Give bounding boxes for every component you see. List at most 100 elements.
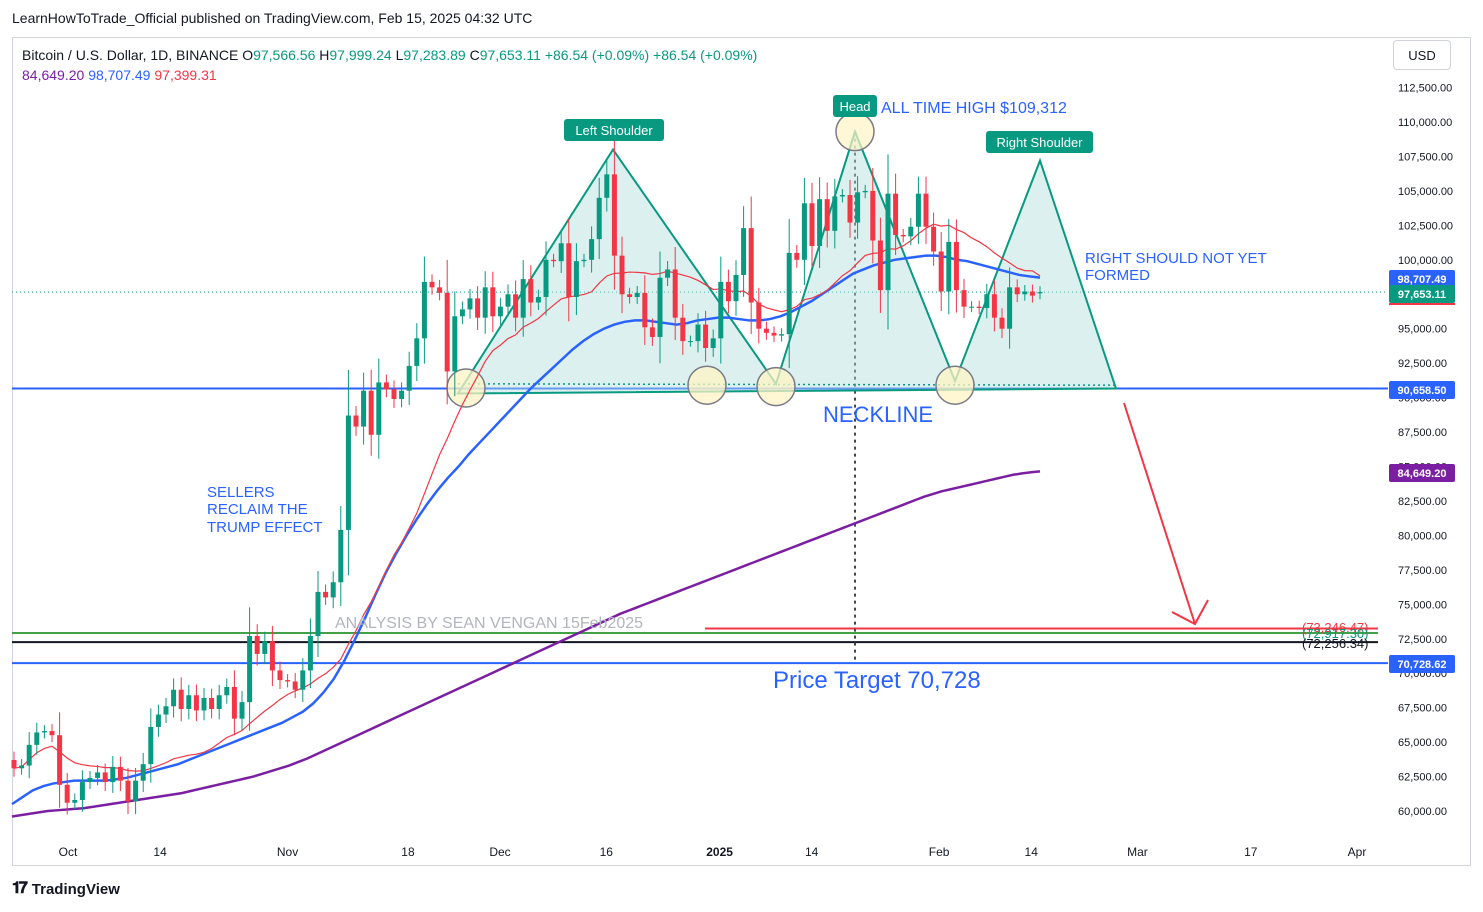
right-not-formed-line1: RIGHT SHOULD NOT YET	[1085, 250, 1267, 267]
y-tick-label: 105,000.00	[1398, 186, 1453, 198]
candle-body	[315, 591, 321, 636]
candle-body	[353, 415, 359, 427]
candle-body	[285, 680, 291, 682]
candle-body	[1007, 287, 1013, 329]
candle-body	[1037, 292, 1043, 294]
candle-body	[1014, 287, 1020, 295]
x-tick-label: Oct	[59, 845, 78, 859]
low-label: L	[395, 47, 404, 63]
y-tick-label: 65,000.00	[1398, 737, 1447, 749]
y-tick-label: 80,000.00	[1398, 530, 1447, 542]
candle-body	[429, 281, 435, 288]
candle-body	[79, 782, 85, 800]
x-tick-label: 14	[1025, 845, 1039, 859]
candle-body	[513, 294, 519, 318]
candle-body	[566, 243, 572, 298]
ath-label: ALL TIME HIGH $109,312	[881, 100, 1067, 117]
ma200-value: 84,649.20	[22, 67, 85, 83]
candle-body	[581, 259, 587, 262]
candle-body	[779, 334, 785, 336]
y-tick-label: 107,500.00	[1398, 151, 1453, 163]
candle-body	[399, 390, 405, 399]
touch-circle-1	[687, 365, 727, 405]
candle-body	[824, 199, 830, 231]
candle-body	[49, 731, 55, 736]
candle-body	[437, 287, 443, 293]
candle-body	[589, 239, 595, 260]
x-tick-label: 18	[401, 845, 415, 859]
candle-body	[117, 766, 123, 781]
candle-body	[300, 670, 306, 690]
price-target-label: Price Target 70,728	[773, 667, 981, 694]
price-label: 97,653.11	[1398, 289, 1446, 301]
price-label: 70,728.62	[1398, 659, 1447, 671]
open-value: 97,566.56	[253, 47, 316, 63]
candle-body	[269, 641, 275, 671]
price-label-bg	[1389, 270, 1455, 288]
right-shoulder-label-bg	[986, 131, 1093, 153]
candle-body	[991, 294, 997, 318]
candle-body	[604, 174, 610, 198]
candle-body	[627, 294, 633, 298]
candle-body	[505, 294, 511, 307]
y-tick-label: 95,000.00	[1398, 324, 1447, 336]
candle-body	[946, 241, 952, 292]
y-tick-label: 77,500.00	[1398, 565, 1447, 577]
candle-body	[368, 390, 374, 435]
candle-body	[475, 298, 481, 318]
candle-body	[915, 193, 921, 227]
level-value-1: (72,917.30)	[1302, 626, 1369, 641]
candle-body	[855, 192, 861, 223]
candle-body	[999, 317, 1005, 329]
candle-body	[1029, 291, 1035, 296]
candle-body	[490, 287, 496, 317]
candle-body	[703, 324, 709, 348]
x-tick-label: 16	[600, 845, 614, 859]
y-tick-label: 100,000.00	[1398, 255, 1453, 267]
y-tick-label: 62,500.00	[1398, 772, 1447, 784]
candle-body	[528, 279, 534, 303]
price-label-bg	[1389, 655, 1455, 673]
y-tick-label: 102,500.00	[1398, 220, 1453, 232]
candle-body	[733, 274, 739, 302]
candle-body	[383, 382, 389, 390]
head-circle	[835, 111, 875, 152]
price-label: 90,658.50	[1398, 385, 1447, 397]
candle-body	[938, 251, 944, 292]
candle-body	[307, 635, 313, 671]
candle-body	[611, 174, 617, 256]
tradingview-logo-icon: 𝟏𝟕	[12, 880, 28, 897]
price-label: 98,707.49	[1398, 274, 1447, 286]
candle-body	[216, 695, 222, 710]
change-value-2: +86.54 (+0.09%)	[653, 47, 758, 63]
candle-body	[543, 259, 549, 298]
y-tick-label: 67,500.00	[1398, 703, 1447, 715]
candle-body	[110, 766, 116, 783]
candle-body	[459, 309, 465, 317]
candle-body	[794, 252, 800, 260]
y-tick-label: 87,500.00	[1398, 427, 1447, 439]
candle-body	[64, 784, 70, 803]
ma50-value: 98,707.49	[88, 67, 151, 83]
candle-body	[406, 365, 412, 391]
candle-body	[140, 764, 146, 781]
x-tick-label: 14	[153, 845, 167, 859]
candle-body	[262, 641, 268, 654]
legend-ma-row: 84,649.20 98,707.49 97,399.31	[22, 65, 757, 85]
candle-body	[414, 338, 420, 366]
tradingview-brand[interactable]: 𝟏𝟕 TradingView	[12, 880, 120, 898]
candle-body	[163, 706, 169, 715]
candle-body	[718, 281, 724, 339]
candle-body	[596, 197, 602, 240]
candle-body	[862, 190, 868, 193]
symbol-title[interactable]: Bitcoin / U.S. Dollar, 1D, BINANCE	[22, 47, 239, 63]
candle-body	[34, 732, 40, 745]
candle-body	[1022, 291, 1028, 295]
candle-body	[292, 681, 298, 690]
candle-body	[725, 281, 731, 302]
candle-body	[976, 306, 982, 309]
currency-button[interactable]: USD	[1393, 40, 1451, 70]
candle-body	[345, 415, 351, 530]
close-value: 97,653.11	[479, 47, 541, 63]
